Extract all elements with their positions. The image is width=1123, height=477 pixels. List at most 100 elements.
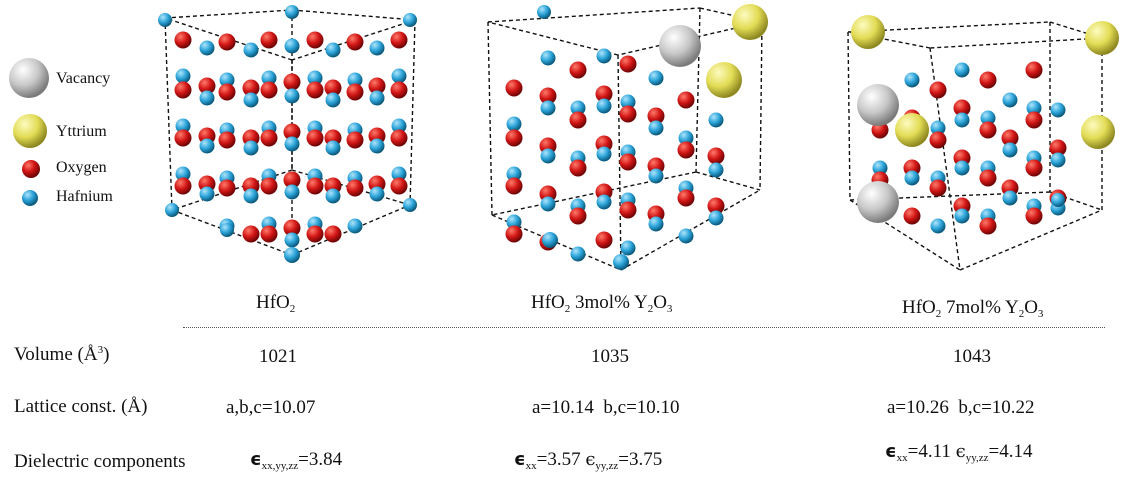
hafnium-atom — [613, 254, 629, 270]
hafnium-atom — [954, 112, 970, 128]
legend-swatches — [9, 58, 49, 206]
oxygen-atom — [619, 55, 637, 73]
oxygen-atom — [174, 177, 192, 195]
hafnium-atom — [570, 100, 586, 116]
hafnium-atom — [620, 240, 636, 256]
oxygen-atom — [929, 81, 947, 99]
hafnium-atom — [199, 40, 215, 56]
hafnium-atom — [678, 228, 694, 244]
hafnium-atom — [285, 5, 299, 19]
hafnium-atom — [391, 166, 407, 182]
oxygen-atom — [619, 153, 637, 171]
oxygen-atom — [1025, 159, 1043, 177]
dielectric-value-hfo2: ϵxx,yy,zz=3.84 — [250, 449, 343, 472]
hafnium-atom — [347, 72, 363, 88]
oxygen-atom — [218, 131, 236, 149]
yttrium-atom — [1081, 115, 1115, 149]
oxygen-atom — [505, 177, 523, 195]
hafnium-atom — [930, 218, 946, 234]
hafnium-atom — [1002, 142, 1018, 158]
oxygen-atom — [260, 31, 278, 49]
table-divider — [183, 327, 1105, 328]
hafnium-atom — [219, 72, 235, 88]
oxygen-atom — [707, 147, 725, 165]
hafnium-atom — [954, 62, 970, 78]
oxygen-atom — [260, 129, 278, 147]
hafnium-atom — [158, 13, 172, 27]
oxygen-atom — [390, 177, 408, 195]
oxygen-atom — [260, 225, 278, 243]
legend-vacancy-label: Vacancy — [56, 70, 111, 87]
hafnium-atom — [307, 70, 323, 86]
hafnium-atom — [369, 186, 385, 202]
hafnium-atom — [347, 218, 363, 234]
oxygen-atom — [346, 33, 364, 51]
hafnium-atom — [678, 130, 694, 146]
hafnium-swatch-icon — [22, 190, 38, 206]
oxygen-atom — [218, 83, 236, 101]
yttrium-atom — [732, 4, 768, 40]
header-hfo2-3mol: HfO2 3mol% Y2O3 — [531, 292, 673, 315]
oxygen-atom — [1049, 139, 1067, 157]
oxygen-atom — [569, 159, 587, 177]
hafnium-atom — [540, 148, 556, 164]
volume-value-3mol: 1035 — [591, 346, 629, 367]
oxygen-atom — [306, 81, 324, 99]
hafnium-atom — [1051, 193, 1065, 207]
hafnium-atom — [954, 208, 970, 224]
hafnium-atom — [175, 118, 191, 134]
hafnium-atom — [325, 140, 341, 156]
hfo2-7mol-y2o3-crystal-cell — [847, 15, 1119, 271]
hafnium-atom — [1026, 100, 1042, 116]
oxygen-atom — [647, 107, 665, 125]
hafnium-atom — [542, 232, 558, 248]
yttrium-swatch-icon — [13, 114, 47, 148]
hafnium-atom — [506, 116, 522, 132]
hafnium-atom — [325, 188, 341, 204]
hafnium-atom — [220, 223, 234, 237]
oxygen-atom — [903, 207, 921, 225]
oxygen-atom — [1025, 61, 1043, 79]
oxygen-atom — [260, 81, 278, 99]
oxygen-atom — [929, 131, 947, 149]
hafnium-atom — [165, 203, 179, 217]
legend-hafnium-label: Hafnium — [56, 188, 113, 205]
hafnium-atom — [596, 98, 612, 114]
oxygen-atom — [174, 31, 192, 49]
dielectric-value-7mol: ϵxx=4.11 ϵyy,zz=4.14 — [885, 441, 1033, 464]
oxygen-atom — [174, 81, 192, 99]
hafnium-atom — [872, 160, 888, 176]
oxygen-atom — [346, 179, 364, 197]
oxygen-atom — [306, 31, 324, 49]
oxygen-atom — [346, 83, 364, 101]
hafnium-atom — [506, 214, 522, 230]
vacancy-swatch-icon — [9, 58, 49, 98]
hafnium-atom — [648, 168, 664, 184]
hafnium-atom — [540, 196, 556, 212]
oxygen-atom — [595, 231, 613, 249]
oxygen-atom — [929, 179, 947, 197]
hafnium-atom — [369, 138, 385, 154]
hafnium-atom — [284, 232, 300, 248]
hafnium-atom — [980, 110, 996, 126]
oxygen-atom — [505, 129, 523, 147]
oxygen-atom — [677, 141, 695, 159]
vacancy-atom — [857, 181, 899, 223]
header-hfo2: HfO2 — [256, 292, 296, 315]
hfo2-3mol-y2o3-crystal-cell — [487, 4, 768, 271]
hafnium-atom — [243, 42, 259, 58]
hafnium-atom — [1002, 92, 1018, 108]
oxygen-atom — [218, 179, 236, 197]
oxygen-atom — [368, 77, 386, 95]
oxygen-atom — [505, 79, 523, 97]
oxygen-atom — [979, 121, 997, 139]
oxygen-atom — [953, 99, 971, 117]
oxygen-atom — [174, 129, 192, 147]
oxygen-atom — [619, 105, 637, 123]
hafnium-atom — [325, 42, 341, 58]
hafnium-atom — [325, 92, 341, 108]
hfo2-crystal-cell — [158, 5, 417, 263]
oxygen-atom — [539, 87, 557, 105]
hafnium-atom — [506, 166, 522, 182]
oxygen-atom — [283, 123, 301, 141]
